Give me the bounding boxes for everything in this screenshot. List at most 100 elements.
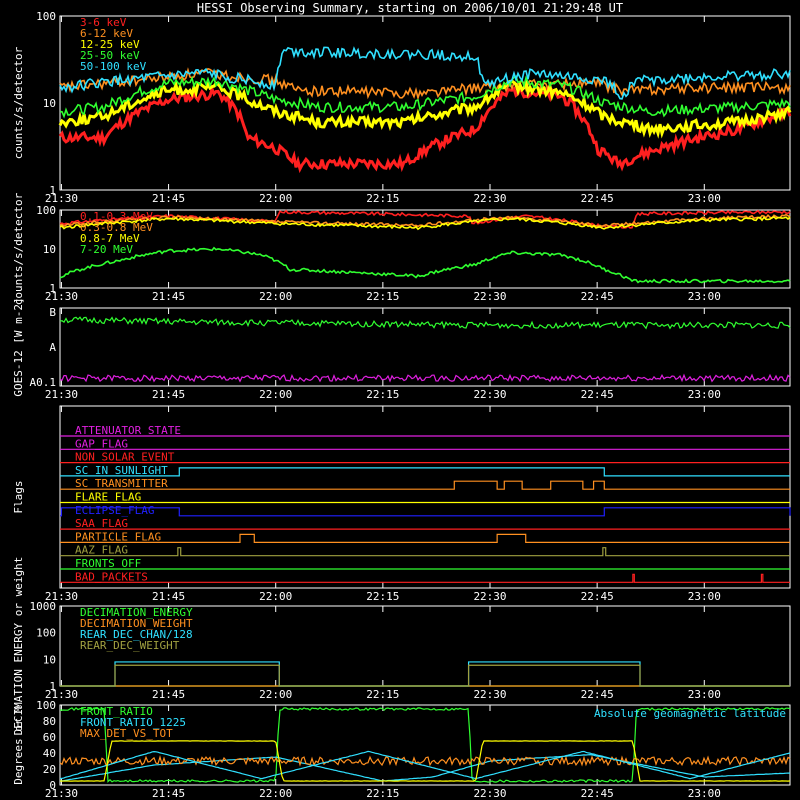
- time-tick-label: 22:00: [259, 388, 292, 401]
- series-line-4: [59, 740, 791, 782]
- time-tick-label: 22:45: [581, 388, 614, 401]
- legend-entry-3-6-kev: 3-6 keV: [80, 16, 127, 29]
- legend-entry-0-3-0-8-mev: 0.3-0.8 MeV: [80, 221, 153, 234]
- y-tick-label: 1000: [30, 600, 57, 613]
- time-tick-label: 22:30: [473, 192, 506, 205]
- time-tick-label: 21:30: [45, 590, 78, 603]
- panel-3-frame: [59, 405, 791, 589]
- y-axis-label: Degrees or %: [12, 705, 25, 785]
- panel-0-frame: [59, 15, 791, 191]
- series-line-2: [59, 754, 791, 767]
- time-tick-label: 22:15: [366, 192, 399, 205]
- series-line-1: [59, 67, 791, 101]
- y-tick-label: 100: [36, 204, 56, 217]
- time-tick-label: 22:00: [259, 192, 292, 205]
- flag-line-particle-flag: [60, 533, 790, 543]
- legend-entry-front-ratio-1225: FRONT_RATIO_1225: [80, 716, 186, 729]
- time-tick-label: 22:15: [366, 590, 399, 603]
- flag-label-particle-flag: PARTICLE_FLAG: [75, 530, 161, 543]
- legend-entry-decimation-weight: DECIMATION_WEIGHT: [80, 617, 193, 630]
- flag-line-aaz-flag: [60, 547, 790, 557]
- y-tick-label: A0.1: [30, 376, 57, 389]
- legend-entry-rear-dec-weight: REAR_DEC_WEIGHT: [80, 639, 180, 652]
- y-tick-label: B: [49, 306, 56, 319]
- plots-layer: 21:30 21:45 22:00 22:15 22:30 22:45 23:0011010…: [12, 10, 792, 800]
- y-tick-label: 100: [36, 10, 56, 23]
- series-line-0: [59, 209, 791, 229]
- y-tick-label: 1: [49, 680, 56, 693]
- time-tick-label: 22:30: [473, 388, 506, 401]
- time-tick-label: 22:30: [473, 590, 506, 603]
- flag-label-aaz-flag: AAZ_FLAG: [75, 544, 128, 557]
- legend-entry-decimation-energy: DECIMATION_ENERGY: [80, 606, 193, 619]
- time-tick-label: 21:45: [152, 787, 185, 800]
- flag-label-eclipse-flag: ECLIPSE_FLAG: [75, 504, 154, 517]
- flag-label-sc-in-sunlight: SC_IN_SUNLIGHT: [75, 464, 168, 477]
- panel-5-frame: [59, 704, 791, 786]
- time-tick-label: 21:45: [152, 688, 185, 701]
- series-line-1: [59, 373, 791, 383]
- y-axis-label: counts/s/detector: [12, 192, 25, 305]
- time-tick-label: 21:30: [45, 787, 78, 800]
- time-tick-label: 22:45: [581, 787, 614, 800]
- figure-title: HESSI Observing Summary, starting on 200…: [197, 1, 623, 15]
- series-line-3: [60, 664, 790, 687]
- time-tick-label: 21:45: [152, 590, 185, 603]
- y-tick-label: 10: [43, 243, 56, 256]
- y-axis-label: counts/s/detector: [12, 46, 25, 159]
- flag-line-sc-in-sunlight: [60, 467, 790, 477]
- time-tick-label: 23:00: [688, 787, 721, 800]
- y-axis-label: GOES-12 [W m-2]: [12, 297, 25, 396]
- y-axis-label: Flags: [12, 480, 25, 513]
- legend-entry-front-ratio: FRONT_RATIO: [80, 705, 153, 718]
- time-tick-label: 21:30: [45, 290, 78, 303]
- time-tick-label: 21:30: [45, 388, 78, 401]
- legend-entry-6-12-kev: 6-12 keV: [80, 27, 133, 40]
- time-tick-label: 23:00: [688, 192, 721, 205]
- time-tick-label: 23:00: [688, 388, 721, 401]
- series-line-0: [60, 706, 791, 783]
- legend-entry-max-det-vs-tot: MAX_DET_VS_TOT: [80, 727, 173, 740]
- series-line-4: [59, 46, 791, 100]
- time-tick-label: 22:15: [366, 787, 399, 800]
- legend-entry-12-25-kev: 12-25 keV: [80, 38, 140, 51]
- series-line-3: [59, 246, 791, 284]
- time-tick-label: 23:00: [688, 590, 721, 603]
- flag-label-gap-flag: GAP_FLAG: [75, 437, 128, 450]
- time-tick-label: 22:30: [473, 290, 506, 303]
- time-tick-label: 22:15: [366, 688, 399, 701]
- panel-1-frame: [59, 209, 791, 289]
- legend-entry-7-20-mev: 7-20 MeV: [80, 243, 133, 256]
- flag-label-flare-flag: FLARE_FLAG: [75, 491, 141, 504]
- time-tick-label: 22:45: [581, 290, 614, 303]
- time-tick-label: 22:00: [259, 787, 292, 800]
- flag-label-saa-flag: SAA_FLAG: [75, 517, 128, 530]
- series-line-3: [59, 75, 791, 119]
- time-tick-label: 21:45: [152, 388, 185, 401]
- flag-label-fronts-off: FRONTS_OFF: [75, 557, 141, 570]
- time-tick-label: 22:15: [366, 290, 399, 303]
- series-line-3: [59, 750, 791, 780]
- y-tick-label: 20: [43, 763, 56, 776]
- flag-label-sc-transmitter: SC_TRANSMITTER: [75, 477, 168, 490]
- time-tick-label: 21:30: [45, 192, 78, 205]
- time-tick-label: 22:30: [473, 787, 506, 800]
- y-tick-label: 80: [43, 715, 56, 728]
- series-line-2: [58, 77, 792, 139]
- time-tick-label: 22:45: [581, 590, 614, 603]
- y-axis-label: DECIMATION ENERGY or weight: [12, 557, 25, 736]
- y-tick-label: 60: [43, 731, 56, 744]
- time-tick-label: 22:45: [581, 192, 614, 205]
- y-tick-label: 1: [49, 282, 56, 295]
- legend-entry-0-8-7-mev: 0.8-7 MeV: [80, 232, 140, 245]
- y-tick-label: 100: [36, 699, 56, 712]
- time-tick-label: 23:00: [688, 290, 721, 303]
- y-tick-label: 1: [49, 184, 56, 197]
- series-line-2: [59, 215, 791, 231]
- y-tick-label: 10: [43, 97, 56, 110]
- time-tick-label: 21:45: [152, 290, 185, 303]
- time-tick-label: 22:00: [259, 688, 292, 701]
- legend-entry-50-100-kev: 50-100 keV: [80, 60, 147, 73]
- series-line-0: [59, 316, 791, 330]
